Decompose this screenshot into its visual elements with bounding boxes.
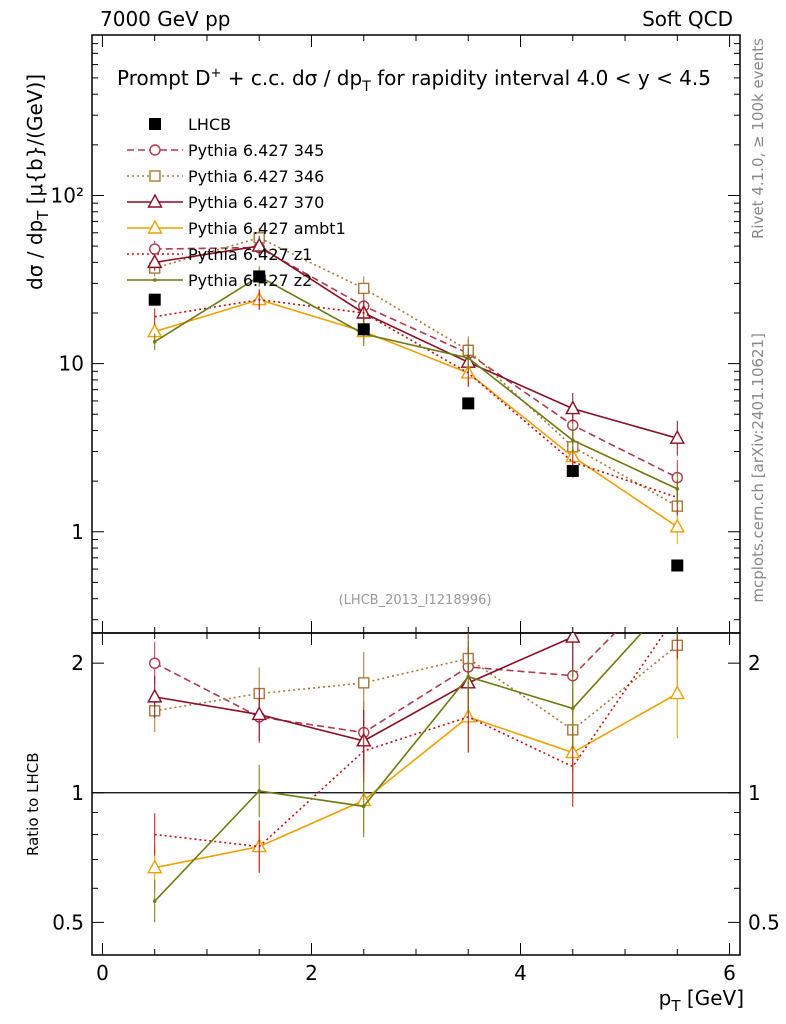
x-tick-label: 6: [723, 961, 736, 985]
ratio-point-3: [147, 859, 163, 874]
series-point-5: [152, 339, 157, 344]
legend-marker: [153, 278, 157, 282]
series-point-5: [466, 356, 471, 360]
ratio-point-5: [466, 674, 471, 679]
header-category: Soft QCD: [642, 7, 733, 31]
legend-label: Pythia 6.427 346: [188, 167, 324, 186]
series-line-1: [154, 236, 678, 507]
data-point: [566, 464, 579, 477]
ratio-line-2: [154, 633, 577, 742]
ratio-line-0: [154, 633, 616, 734]
legend-marker: [149, 118, 161, 130]
chart-title: Prompt D+ + c.c. dσ / dpT for rapidity i…: [117, 66, 711, 95]
ratio-point-0: [149, 657, 161, 669]
ratio-line-4: [154, 633, 666, 848]
legend-label: Pythia 6.427 z2: [188, 271, 312, 290]
legend-label: Pythia 6.427 345: [188, 141, 324, 160]
main-panel: 1 10 10²: [51, 34, 741, 634]
data-point: [253, 270, 266, 283]
series-point-5: [570, 438, 575, 443]
ratio-data: [147, 592, 685, 923]
legend-marker: [149, 170, 161, 182]
data-point: [671, 559, 684, 572]
x-tick-label: 4: [514, 961, 527, 985]
legend-label: Pythia 6.427 z1: [188, 245, 312, 264]
legend-label: Pythia 6.427 ambt1: [188, 219, 346, 238]
series-point-2: [147, 253, 163, 269]
ratio-tick-label-right: 0.5: [748, 910, 780, 934]
main-data: [147, 227, 685, 572]
series-point-2: [565, 400, 581, 415]
y-tick-label: 1: [71, 520, 84, 544]
ratio-panel: 0 2 4 6 0.5 0.5 1 1 2 2: [52, 592, 780, 985]
ratio-tick-label: 1: [71, 781, 84, 805]
ratio-point-2: [147, 688, 163, 703]
ratio-axis-label: Ratio to LHCB: [24, 752, 42, 856]
header-energy: 7000 GeV pp: [100, 7, 231, 31]
ratio-tick-label: 2: [71, 651, 84, 675]
x-axis-label: pT [GeV]: [659, 986, 744, 1015]
ratio-point-5: [257, 789, 262, 793]
series-line-4: [154, 298, 678, 499]
ratio-line-1: [154, 644, 678, 731]
ratio-tick-label: 0.5: [52, 910, 84, 934]
legend-marker: [147, 219, 163, 234]
series-line-0: [154, 246, 678, 479]
legend-label: Pythia 6.427 370: [188, 193, 324, 212]
legend-marker: [149, 144, 161, 156]
legend: LHCB Pythia 6.427 345 Pythia 6.427 346 Pyth…: [127, 115, 346, 290]
ratio-point-2: [251, 706, 267, 721]
y-tick-label: 10: [59, 352, 84, 376]
y-tick-label: 10²: [51, 183, 84, 207]
ratio-point-5: [570, 706, 575, 711]
series-point-1: [358, 282, 370, 295]
ratio-line-3: [154, 692, 678, 869]
mcplots-label: mcplots.cern.ch [arXiv:2401.10621]: [749, 333, 767, 603]
series-point-5: [675, 487, 680, 491]
series-point-0: [149, 243, 161, 255]
data-point: [462, 397, 475, 410]
series-line-5: [154, 275, 678, 490]
x-tick-label: 0: [96, 961, 109, 985]
ratio-tick-label-right: 2: [748, 651, 761, 675]
series-point-3: [669, 518, 685, 533]
rivet-label: Rivet 4.1.0, ≥ 100k events: [749, 38, 767, 239]
legend-label: LHCB: [188, 115, 231, 134]
ratio-tick-label-right: 1: [748, 781, 761, 805]
data-point: [148, 293, 161, 306]
series-line-2: [154, 245, 678, 439]
ratio-point-5: [361, 804, 366, 809]
ratio-point-2: [565, 633, 581, 643]
ratio-point-1: [358, 677, 370, 689]
analysis-watermark: (LHCB_2013_I1218996): [339, 593, 492, 608]
ratio-line-5: [154, 633, 643, 902]
data-point: [357, 323, 370, 336]
ratio-point-5: [675, 592, 679, 596]
x-tick-label: 2: [305, 961, 318, 985]
ratio-point-3: [669, 685, 685, 700]
series-point-2: [251, 237, 267, 252]
series-line-3: [154, 298, 678, 528]
series-point-2: [669, 429, 685, 444]
y-axis-label: dσ / dpT [μ{b}/(GeV)]: [23, 74, 52, 290]
ratio-point-5: [152, 899, 157, 904]
legend-marker: [147, 193, 163, 208]
